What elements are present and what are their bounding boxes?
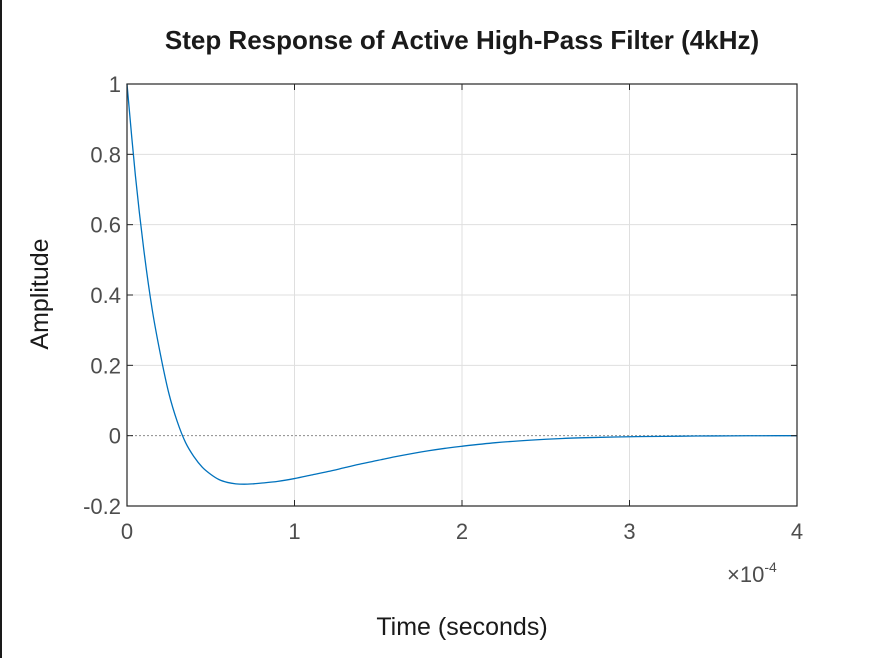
- x-exponent-power: -4: [764, 559, 777, 575]
- y-tick-label-4: 0.6: [90, 213, 121, 238]
- series-line-0: [126, 83, 798, 485]
- x-tick-label-3: 3: [623, 519, 635, 544]
- chart-title: Step Response of Active High-Pass Filter…: [165, 25, 759, 55]
- x-tick-labels: 0 1 2 3 4: [121, 84, 803, 544]
- y-tick-labels: -0.2 0 0.2 0.4 0.6 0.8 1: [83, 72, 797, 519]
- x-tick-label-4: 4: [791, 519, 803, 544]
- x-axis-label: Time (seconds): [376, 613, 547, 641]
- x-axis-exponent: ×10-4: [727, 559, 777, 587]
- y-axis-label: Amplitude: [26, 238, 54, 349]
- y-tick-label-5: 0.8: [90, 142, 121, 167]
- y-tick-label-3: 0.4: [90, 283, 121, 308]
- y-tick-label-2: 0.2: [90, 353, 121, 378]
- y-tick-label-1: 0: [109, 424, 121, 449]
- window-left-border: [0, 0, 2, 658]
- grid-lines: [127, 84, 797, 506]
- x-tick-label-0: 0: [121, 519, 133, 544]
- y-tick-label-0: -0.2: [83, 494, 121, 519]
- series-group: [126, 83, 798, 485]
- x-tick-label-2: 2: [456, 519, 468, 544]
- x-tick-label-1: 1: [288, 519, 300, 544]
- y-tick-label-6: 1: [109, 72, 121, 97]
- x-exponent-base: ×10: [727, 562, 764, 587]
